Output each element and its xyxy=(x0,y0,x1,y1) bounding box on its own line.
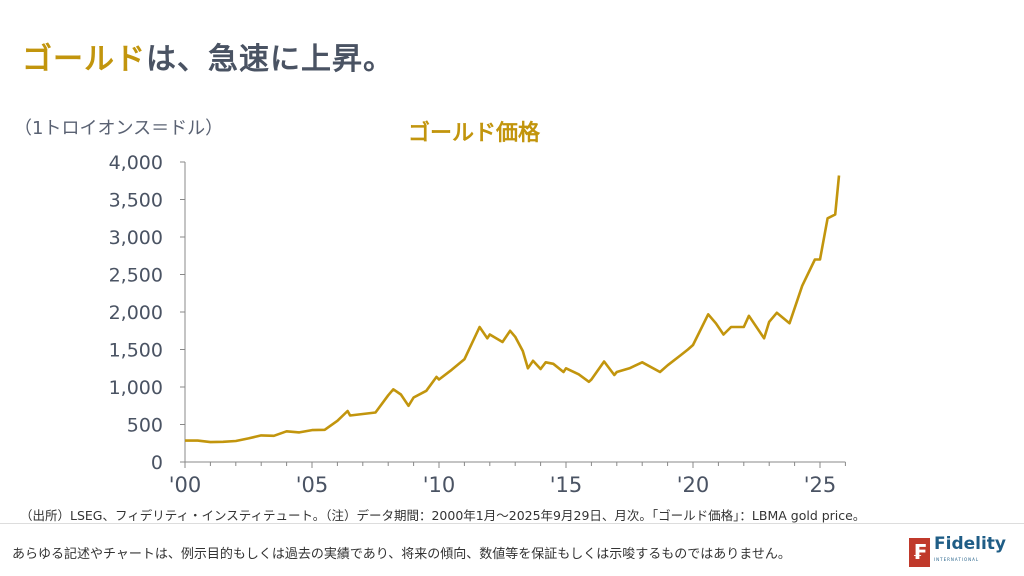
x-tick-label: '00 xyxy=(169,473,202,497)
x-tick-label: '20 xyxy=(677,473,710,497)
y-tick-label: 1,500 xyxy=(109,340,163,362)
y-axis-unit-label: （1トロイオンス＝ドル） xyxy=(14,118,224,139)
y-tick-label: 4,000 xyxy=(109,152,163,174)
y-tick-label: 500 xyxy=(127,415,163,437)
title-rest: は、急速に上昇。 xyxy=(146,42,394,77)
y-tick-label: 2,000 xyxy=(109,302,163,324)
y-tick-label: 3,500 xyxy=(109,190,163,212)
x-tick-label: '15 xyxy=(550,473,583,497)
y-tick-label: 3,000 xyxy=(109,227,163,249)
source-note: （出所）LSEG、フィデリティ・インスティテュート。（注）データ期間：2000年… xyxy=(20,508,866,523)
x-tick-label: '05 xyxy=(296,473,329,497)
logo-subtext: INTERNATIONAL xyxy=(934,557,980,562)
footer-divider xyxy=(0,523,1024,524)
fidelity-logo: ₣ Fidelity INTERNATIONAL xyxy=(909,536,1006,568)
title-accent: ゴールド xyxy=(22,42,146,77)
x-tick-label: '10 xyxy=(423,473,456,497)
y-tick-label: 0 xyxy=(151,452,163,474)
gold-price-line xyxy=(185,175,841,444)
logo-text: Fidelity xyxy=(934,534,1007,554)
gold-price-chart: 0 500 1,000 1,500 2,000 2,500 3,000 3,500 4,000 '… xyxy=(109,152,846,497)
y-tick-label: 2,500 xyxy=(109,265,163,287)
disclaimer: あらゆる記述やチャートは、例示目的もしくは過去の実績であり、将来の傾向、数値等を… xyxy=(12,547,791,562)
y-tick-label: 1,000 xyxy=(109,377,163,399)
page-title: ゴールドは、急速に上昇。 xyxy=(22,34,394,78)
logo-mark-icon: ₣ xyxy=(909,537,930,567)
chart-title: ゴールド価格 xyxy=(408,121,541,146)
x-tick-label: '25 xyxy=(804,473,837,497)
